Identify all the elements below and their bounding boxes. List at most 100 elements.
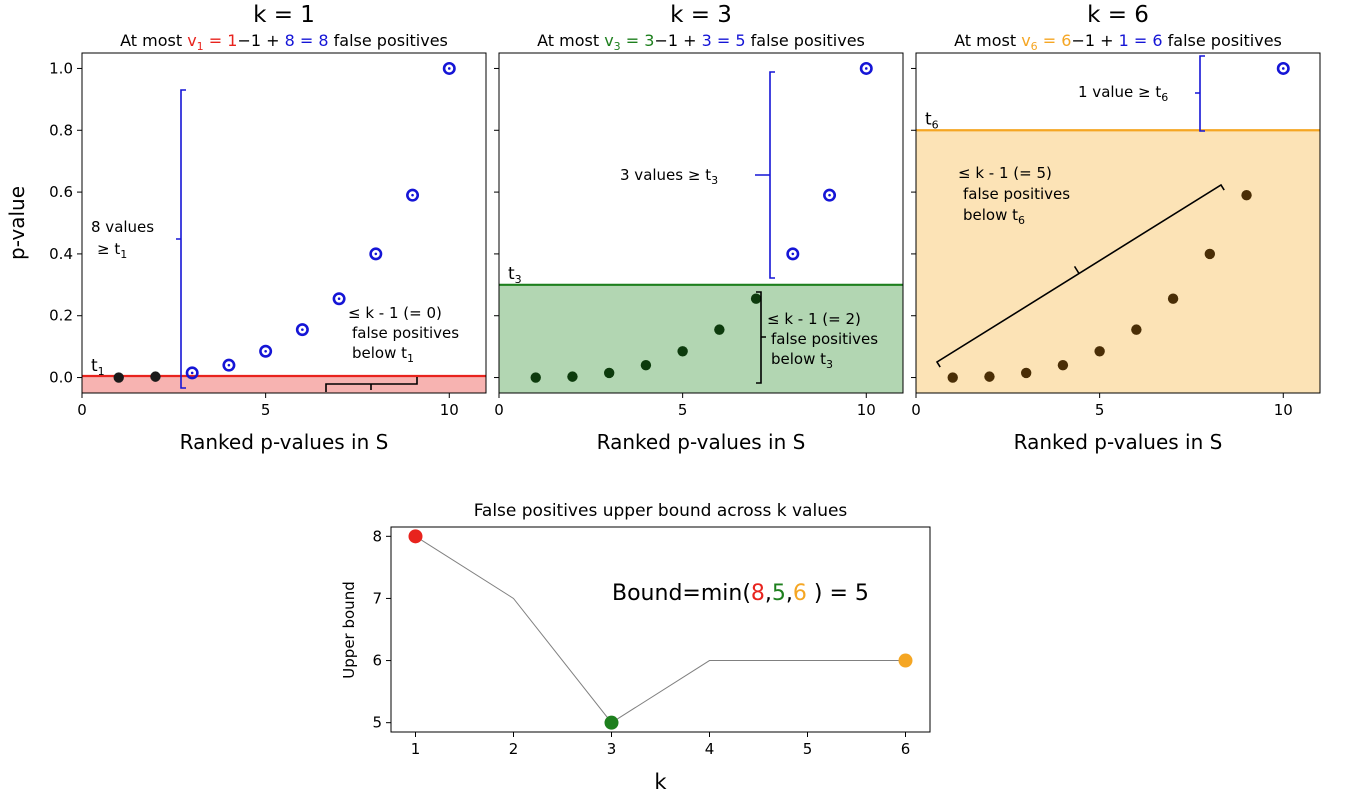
below-label-3: below t1 [352,344,414,365]
below-label-text: below t [963,206,1018,224]
data-point-below [1131,324,1142,335]
x-tick-label: 10 [440,401,459,419]
below-bracket [325,377,418,392]
axes-frame [81,52,487,394]
x-tick-label: 5 [261,401,271,419]
y-tick-label: 6 [372,652,382,670]
below-label-sub: 3 [826,358,833,371]
subtitle-minus: −1 + [237,31,279,50]
data-point-center [264,349,267,353]
data-point-center [791,252,795,256]
below-label: ≤ k - 1 (= 0) [348,304,442,322]
subtitle-suffix: false positives [746,31,865,50]
y-axis-label: p-value [5,186,29,260]
panel-subtitle: At most v6 = 6−1 + 1 = 6 false positives [954,31,1282,53]
threshold-t: t [91,356,98,376]
x-tick-label: 4 [705,740,715,758]
panel-title: k = 1 [253,2,315,28]
threshold-sub: 6 [932,118,939,131]
threshold-sub: 3 [515,273,522,286]
below-label-text: below t [352,344,407,362]
x-axis-label: k [654,770,667,794]
above-label: 3 values ≥ t3 [620,166,718,187]
x-axis-label: Ranked p-values in S [1014,430,1223,454]
bound-comma: , [786,581,793,606]
x-tick-label: 5 [1095,401,1105,419]
x-tick-label: 5 [678,401,688,419]
below-label-text: below t [771,350,826,368]
below-label-sub: 6 [1018,214,1025,227]
data-point-below [677,346,688,357]
subtitle-count: 3 [697,31,712,50]
above-label-sub: 1 [120,248,127,261]
subtitle-prefix: At most [120,31,187,50]
above-label: 8 values [91,218,154,236]
subtitle-v-sub: 6 [1031,40,1038,53]
x-tick-label: 0 [494,401,504,419]
data-point-below [1020,367,1032,379]
y-tick-label: 8 [372,527,382,545]
above-label-text: ≥ t [97,240,120,258]
threshold-sub: 1 [98,365,105,378]
below-label: ≤ k - 1 (= 2) [767,310,861,328]
x-tick-label: 3 [607,740,617,758]
data-point-above [406,188,420,202]
data-point-above [332,292,346,306]
series-line [415,535,906,724]
threshold-label: t6 [925,109,939,131]
above-label-sub: 3 [711,174,718,187]
above-label-2: ≥ t1 [97,240,127,261]
below-label-sub: 1 [407,352,414,365]
data-point-above [185,366,199,380]
data-point-above [222,358,236,372]
below-label: false positives [963,185,1070,203]
data-point-below [113,372,124,383]
below-label-3: below t6 [963,206,1025,227]
y-tick-label: 0.6 [49,183,73,201]
highlight-point [408,529,423,544]
threshold-t: t [508,264,515,284]
bound-b: 5 [772,581,786,606]
panel-title: k = 3 [670,2,732,28]
bound-comma: , [765,581,772,606]
data-point-above [369,247,383,261]
data-point-below [1057,359,1069,371]
axes-frame [498,52,904,394]
data-point-above [295,323,309,337]
threshold-label: t1 [91,356,105,378]
data-point-center [411,193,414,197]
subtitle-v-sub: 3 [614,40,621,53]
bound-prefix: Bound=min( [612,581,751,606]
data-point-below [1167,293,1179,304]
threshold-t: t [925,109,932,129]
below-label: false positives [771,330,878,348]
bound-suffix: ) = 5 [807,581,869,606]
above-bracket [176,89,186,389]
above-label: 1 value ≥ t6 [1078,83,1168,104]
x-tick-label: 10 [1274,401,1293,419]
shaded-region [499,284,903,393]
data-point-above [786,247,800,261]
y-tick-label: 0.4 [49,245,73,263]
subtitle-v: v [187,31,196,50]
above-label-sub: 6 [1161,91,1168,104]
below-label: ≤ k - 1 (= 5) [958,164,1052,182]
panel-subtitle: At most v3 = 3−1 + 3 = 5 false positives [537,31,865,53]
subtitle-v: v [1021,31,1030,50]
subtitle-suffix: false positives [329,31,448,50]
y-tick-label: 0.2 [49,307,73,325]
data-point-above [859,61,873,75]
highlight-point [898,653,913,668]
highlight-point [604,715,619,730]
data-point-below [1241,189,1252,201]
data-point-above [1276,61,1290,75]
y-tick-label: 5 [372,714,382,732]
data-point-center [447,67,451,70]
bound-text: Bound=min(8,5,6 ) = 5 [612,581,869,606]
data-point-below [1094,346,1105,357]
data-point-below [640,359,652,371]
